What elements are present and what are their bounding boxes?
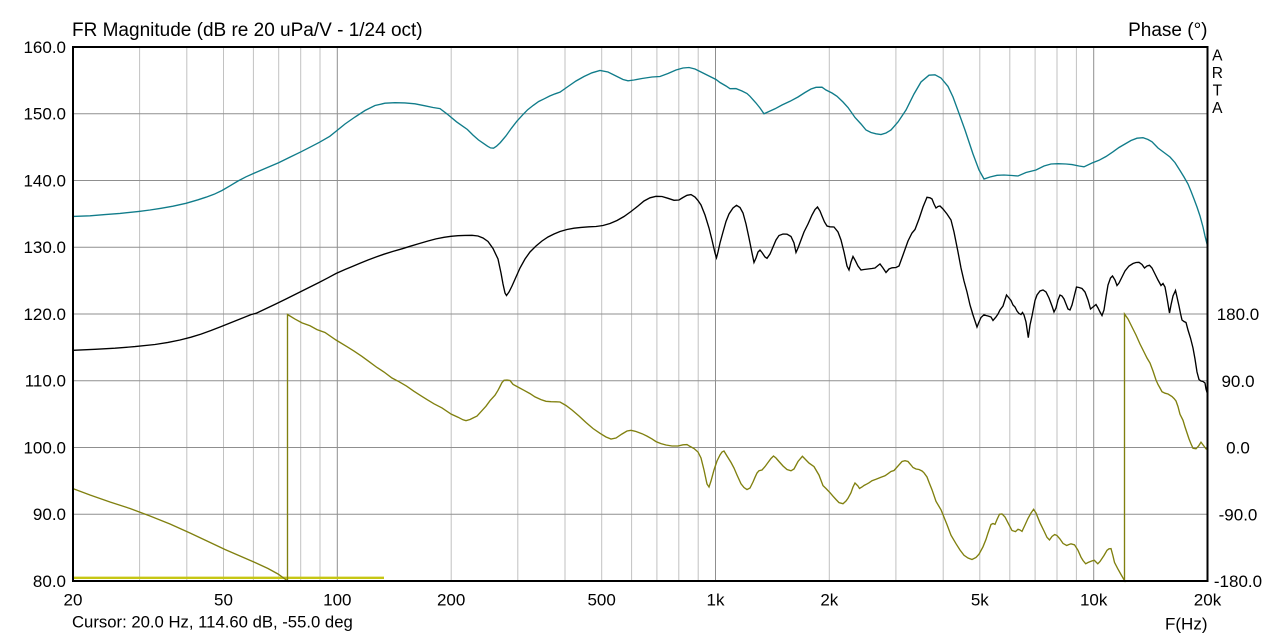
svg-text:500: 500 [587,590,615,609]
svg-text:150.0: 150.0 [23,105,66,124]
svg-text:180.0: 180.0 [1217,305,1260,324]
svg-text:90.0: 90.0 [33,505,66,524]
svg-text:0.0: 0.0 [1226,439,1250,458]
svg-text:50: 50 [214,590,233,609]
svg-text:90.0: 90.0 [1221,372,1254,391]
svg-text:T: T [1213,83,1223,100]
svg-text:1k: 1k [707,590,725,609]
svg-text:A: A [1212,47,1223,64]
svg-text:Cursor: 20.0 Hz, 114.60 dB, -5: Cursor: 20.0 Hz, 114.60 dB, -55.0 deg [72,613,353,632]
svg-text:10k: 10k [1080,590,1108,609]
svg-text:2k: 2k [820,590,838,609]
svg-text:20: 20 [64,590,83,609]
svg-text:R: R [1212,65,1223,82]
svg-text:100.0: 100.0 [23,438,66,457]
svg-text:140.0: 140.0 [23,171,66,190]
svg-text:200: 200 [437,590,465,609]
svg-text:130.0: 130.0 [23,238,66,257]
svg-text:160.0: 160.0 [23,38,66,57]
svg-text:20k: 20k [1194,590,1222,609]
svg-text:100: 100 [323,590,351,609]
svg-text:A: A [1212,100,1223,117]
svg-text:110.0: 110.0 [25,372,66,391]
svg-text:FR Magnitude (dB re 20 uPa/V -: FR Magnitude (dB re 20 uPa/V - 1/24 oct) [72,20,423,41]
svg-text:80.0: 80.0 [33,572,66,591]
svg-text:120.0: 120.0 [23,305,66,324]
svg-text:-180.0: -180.0 [1214,572,1262,591]
svg-text:Phase (°): Phase (°) [1128,20,1207,41]
svg-text:5k: 5k [971,590,989,609]
svg-text:-90.0: -90.0 [1219,505,1258,524]
svg-text:F(Hz): F(Hz) [1165,614,1207,633]
